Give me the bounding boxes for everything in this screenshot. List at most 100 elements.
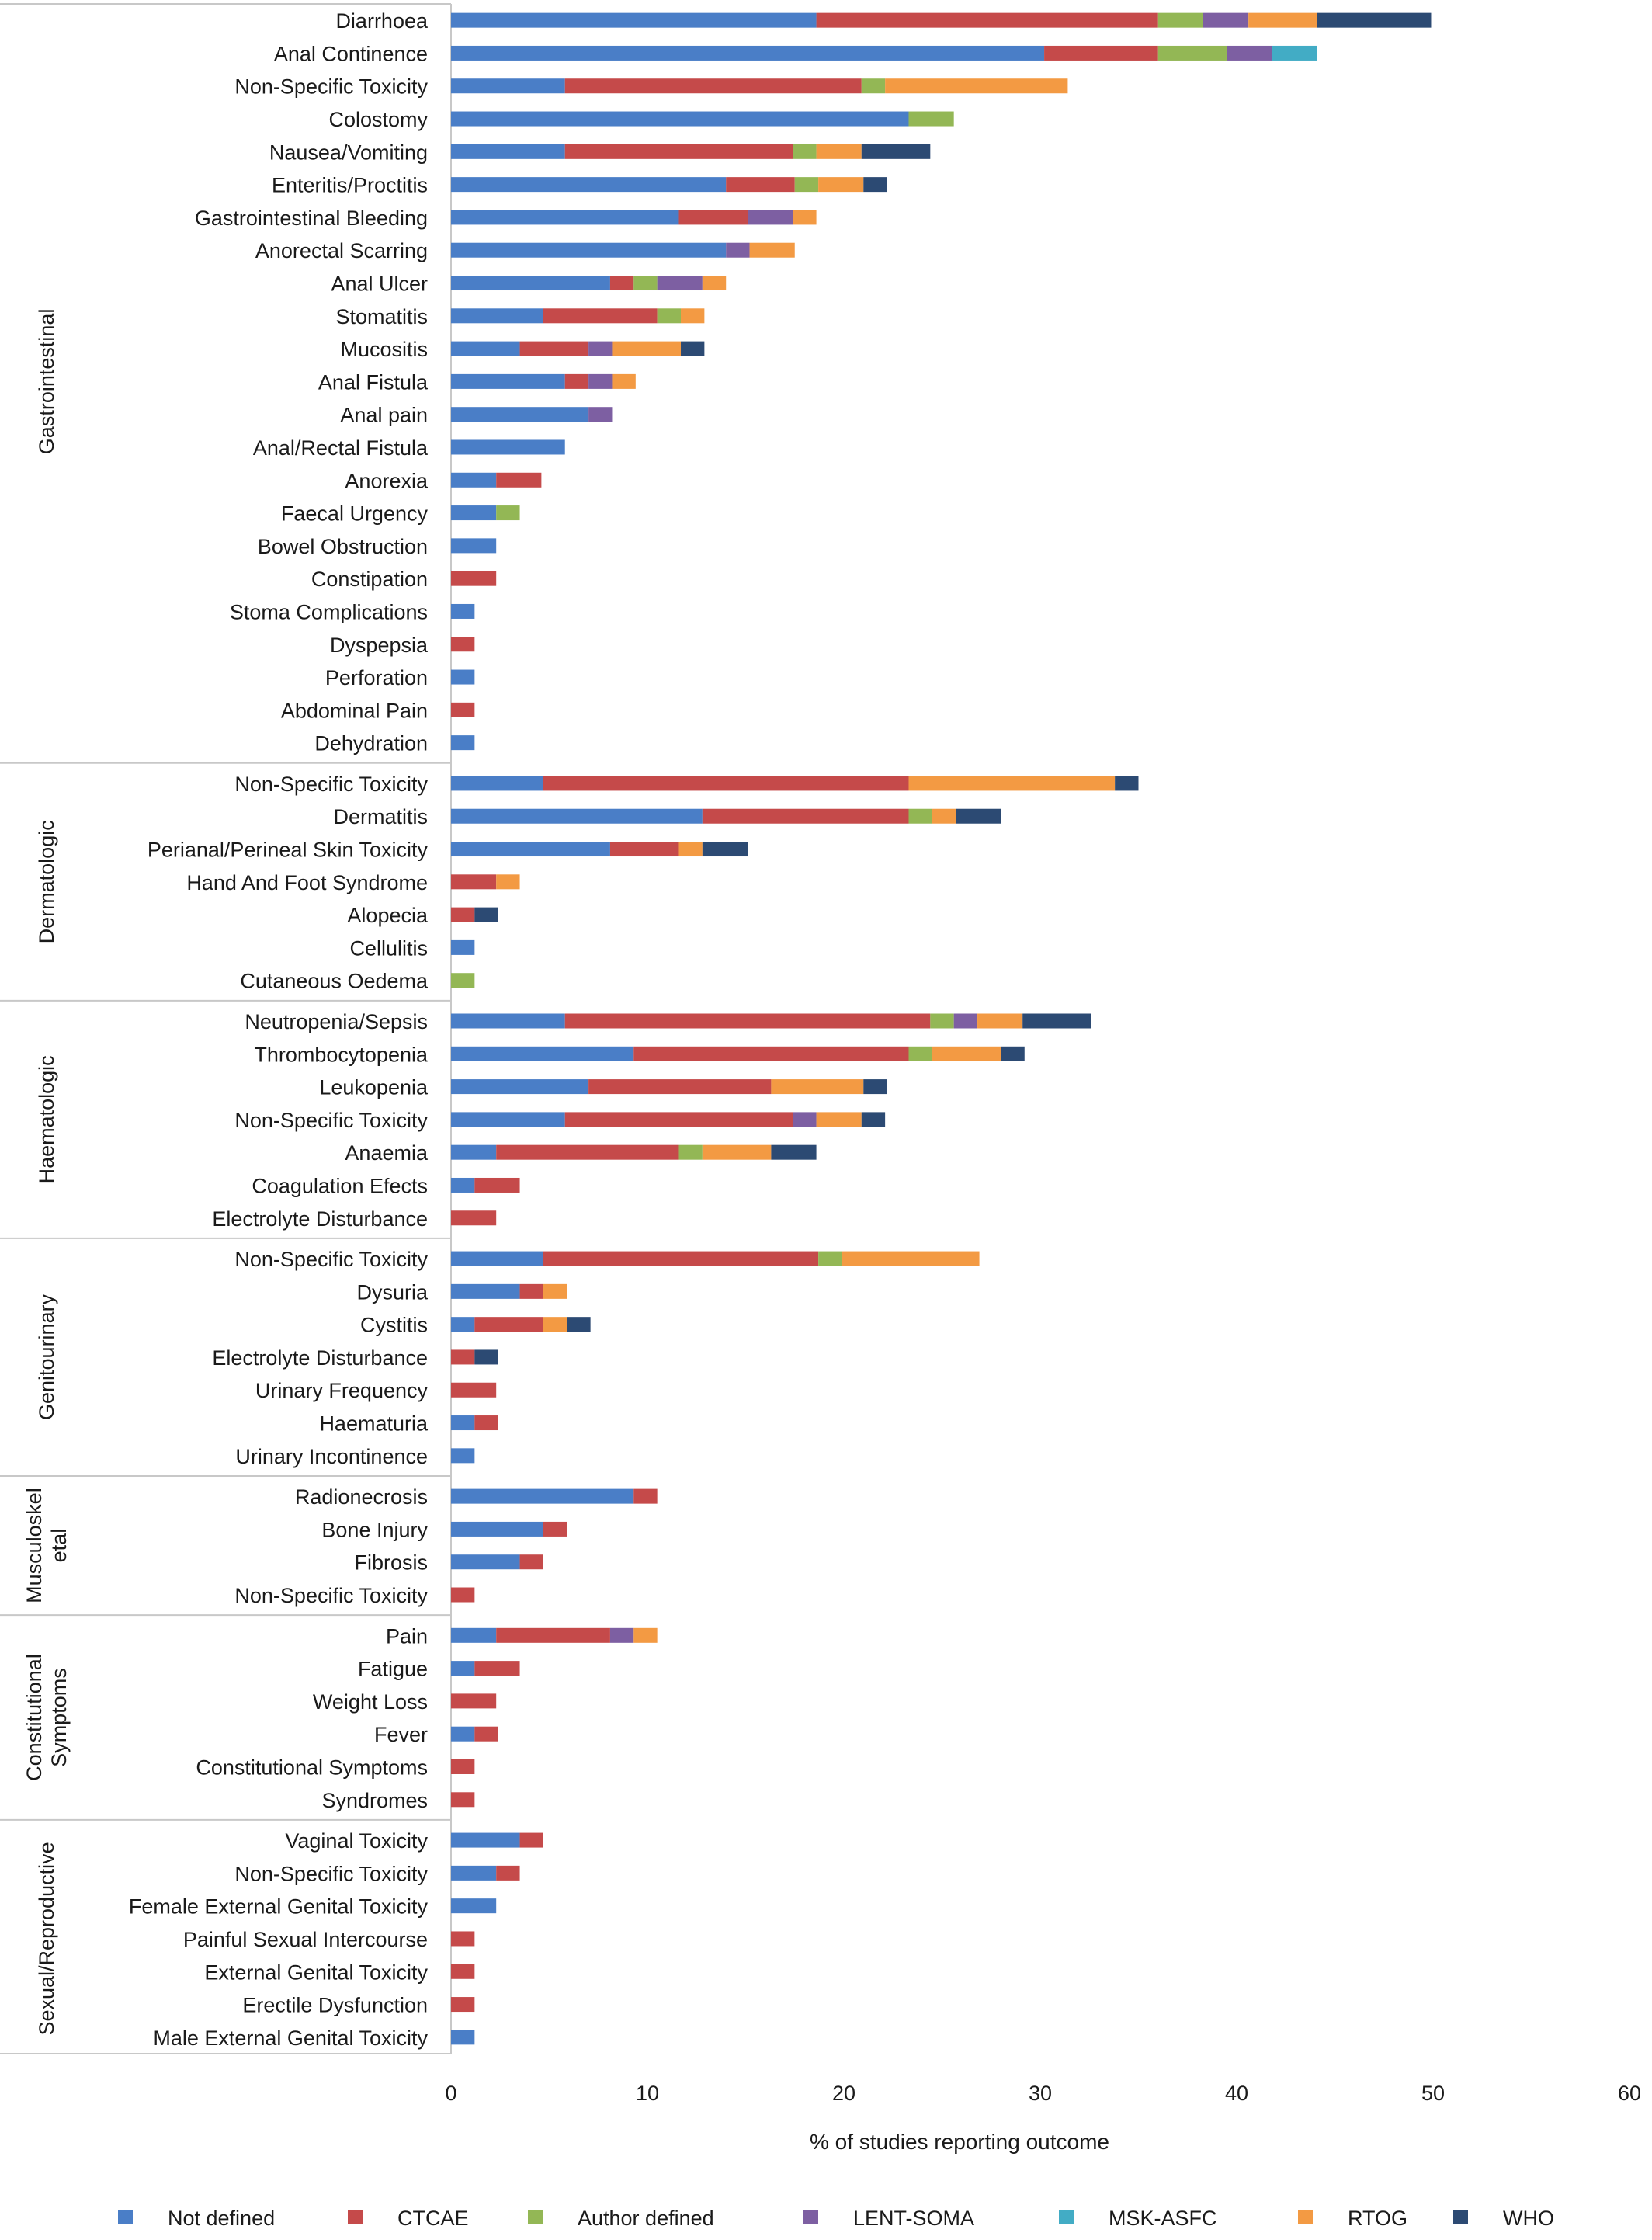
bar-segment-ctcae	[496, 472, 542, 488]
x-tick-label: 50	[1421, 2082, 1445, 2105]
bar-segment-lent-soma	[588, 373, 613, 389]
category-label: Thrombocytopenia	[254, 1043, 429, 1066]
category-label: Stomatitis	[335, 305, 428, 328]
bar-segment-ctcae	[451, 1349, 475, 1365]
bar-segment-not-defined	[451, 939, 475, 955]
bar-segment-rtog	[932, 808, 956, 824]
category-label: Anal Fistula	[318, 370, 429, 394]
category-label: Hand And Foot Syndrome	[186, 871, 428, 894]
bar-segment-who	[771, 1144, 817, 1160]
bar-segment-author-defined	[793, 144, 817, 159]
bar-segment-author-defined	[794, 177, 819, 193]
x-axis-ticks: 0 10 20 30 40 50 60	[445, 2082, 1641, 2105]
x-tick-label: 10	[636, 2082, 659, 2105]
x-axis-title: % of studies reporting outcome	[810, 2130, 1109, 2154]
legend-label-lent-soma: LENT-SOMA	[853, 2207, 974, 2230]
bar-segment-not-defined	[451, 1079, 589, 1095]
category-label: Non-Specific Toxicity	[234, 773, 428, 796]
bar-segment-lent-soma	[726, 242, 750, 258]
category-label: Male External Genital Toxicity	[153, 2026, 428, 2050]
category-label: Anal/Rectal Fistula	[253, 436, 429, 460]
bar-segment-ctcae	[543, 1521, 567, 1537]
bar-segment-author-defined	[908, 111, 954, 127]
x-tick-label: 60	[1618, 2082, 1641, 2105]
x-tick-label: 20	[832, 2082, 856, 2105]
category-label: Painful Sexual Intercourse	[183, 1928, 428, 1951]
bar-segment-ctcae	[633, 1488, 658, 1504]
bar-segment-who	[861, 1112, 886, 1127]
bar-segment-author-defined	[1157, 45, 1227, 61]
bar-segment-who	[1115, 776, 1139, 791]
category-label: Fibrosis	[354, 1551, 428, 1575]
bar-segment-not-defined	[451, 308, 543, 324]
bar-segment-ctcae	[519, 1283, 543, 1299]
category-label: Electrolyte Disturbance	[212, 1346, 428, 1370]
x-tick-label: 0	[445, 2082, 456, 2105]
legend: Not defined CTCAE Author defined LENT-SOMA M…	[118, 2207, 1554, 2230]
legend-label-author-defined: Author defined	[578, 2207, 714, 2230]
category-label: Erectile Dysfunction	[242, 1994, 428, 2017]
bar-segment-who	[1317, 12, 1432, 28]
bar-segment-not-defined	[451, 12, 817, 28]
category-label: Perianal/Perineal Skin Toxicity	[148, 839, 429, 862]
legend-label-who: WHO	[1503, 2207, 1554, 2230]
bar-segment-ctcae	[564, 78, 862, 94]
bar-segment-not-defined	[451, 1726, 475, 1742]
category-label: Colostomy	[328, 108, 428, 131]
bar-segment-not-defined	[451, 505, 497, 521]
category-label: Dehydration	[314, 732, 428, 755]
bar-segment-rtog	[885, 78, 1068, 94]
bar-segment-who	[474, 907, 498, 922]
category-labels: Diarrhoea Anal Continence Non-Specific Tox…	[129, 9, 429, 2050]
category-label: Anal Ulcer	[331, 273, 428, 296]
bar-segment-ctcae	[451, 637, 475, 652]
bar-segment-ctcae	[451, 1587, 475, 1603]
bar-segment-ctcae	[543, 308, 658, 324]
bar-segment-rtog	[612, 341, 682, 356]
bar-segment-not-defined	[451, 735, 475, 751]
bar-segment-ctcae	[474, 1177, 520, 1193]
bar-segment-not-defined	[451, 407, 589, 422]
category-label: Fatigue	[358, 1658, 428, 1681]
bar-segment-author-defined	[678, 1144, 703, 1160]
bar-segment-rtog	[977, 1013, 1023, 1029]
category-label: Urinary Frequency	[255, 1379, 429, 1402]
bar-segment-ctcae	[474, 1317, 543, 1332]
legend-swatch-author-defined	[528, 2210, 543, 2224]
bar-segment-rtog	[818, 177, 864, 193]
bar-segment-ctcae	[451, 1997, 475, 2013]
category-label: Female External Genital Toxicity	[129, 1895, 429, 1919]
bar-segment-ctcae	[564, 1112, 793, 1127]
bar-segment-not-defined	[451, 1144, 497, 1160]
bar-segment-author-defined	[451, 973, 475, 988]
bar-segment-not-defined	[451, 1661, 475, 1676]
bar-segment-rtog	[908, 776, 1116, 791]
bar-segment-msk-asfc	[1272, 45, 1317, 61]
bar-segment-ctcae	[564, 144, 793, 159]
bar-segment-not-defined	[451, 111, 909, 127]
category-label: Bone Injury	[321, 1518, 428, 1541]
bar-segment-author-defined	[861, 78, 886, 94]
bar-segment-ctcae	[451, 907, 475, 922]
category-label: Stoma Complications	[230, 600, 428, 623]
category-label: Anal Continence	[274, 42, 428, 65]
bar-segment-rtog	[681, 308, 705, 324]
bar-segment-rtog	[702, 276, 727, 291]
bar-segments	[451, 12, 1432, 2045]
bar-segment-ctcae	[451, 1382, 497, 1398]
category-label: Syndromes	[321, 1789, 428, 1812]
bar-segment-rtog	[842, 1251, 980, 1266]
category-label: Pain	[386, 1624, 428, 1648]
bar-segment-ctcae	[543, 776, 909, 791]
bar-segment-rtog	[771, 1079, 864, 1095]
legend-label-ctcae: CTCAE	[397, 2207, 469, 2230]
bar-segment-who	[863, 177, 887, 193]
bar-segment-not-defined	[451, 2030, 475, 2045]
bar-segment-not-defined	[451, 144, 565, 159]
category-label: Vaginal Toxicity	[285, 1829, 428, 1853]
legend-label-rtog: RTOG	[1348, 2207, 1407, 2230]
bar-segment-ctcae	[726, 177, 795, 193]
category-label: Diarrhoea	[335, 9, 429, 33]
bar-segment-ctcae	[474, 1415, 498, 1431]
